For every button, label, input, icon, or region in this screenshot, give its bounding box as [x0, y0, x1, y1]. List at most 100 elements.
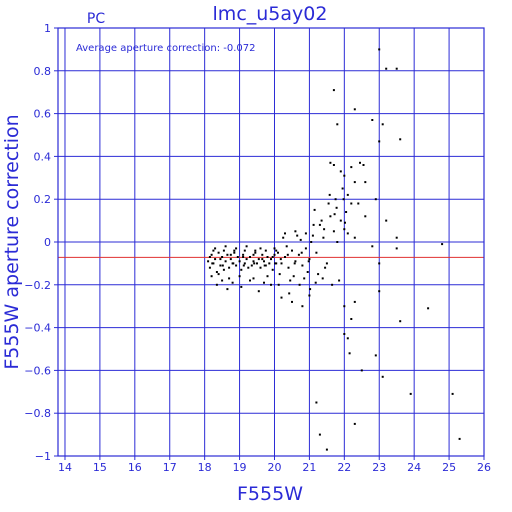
data-point: [217, 273, 220, 276]
data-point: [309, 288, 312, 291]
data-point: [322, 236, 325, 239]
data-point: [249, 256, 251, 258]
data-point: [374, 354, 377, 357]
data-point: [279, 258, 282, 261]
x-tick-label: 25: [442, 461, 456, 474]
x-tick-label: 15: [93, 461, 107, 474]
data-point: [280, 262, 283, 265]
data-point: [257, 258, 260, 261]
data-point: [252, 253, 255, 256]
data-point: [353, 422, 356, 425]
y-tick-label: 0.6: [34, 108, 52, 121]
data-point: [264, 264, 267, 267]
data-point: [245, 258, 248, 261]
grid-lines: [58, 27, 485, 457]
data-point: [385, 219, 388, 222]
data-point: [256, 262, 258, 265]
data-point: [221, 256, 224, 258]
data-point: [219, 258, 222, 261]
data-point: [253, 262, 256, 265]
data-point: [210, 275, 213, 278]
data-point: [336, 123, 339, 126]
data-point: [207, 260, 210, 263]
data-point: [236, 256, 239, 258]
data-point: [224, 245, 227, 248]
data-point: [261, 253, 264, 256]
data-point: [312, 223, 315, 226]
data-point: [221, 279, 224, 282]
data-point: [226, 253, 229, 256]
y-tick-label: 0.8: [34, 65, 52, 78]
data-point: [321, 277, 324, 280]
data-point: [270, 258, 272, 261]
data-point: [288, 292, 291, 295]
data-point: [343, 333, 346, 335]
data-point: [228, 277, 231, 280]
data-point: [221, 264, 224, 267]
data-point: [329, 215, 332, 218]
data-point: [304, 247, 307, 250]
data-point: [229, 258, 232, 261]
x-axis-ticks: 14 15 16 17 18 19 20 21 22 23 24 25 26: [58, 456, 491, 474]
data-point: [323, 228, 326, 231]
data-point: [307, 260, 310, 263]
y-axis-label: F555W aperture correction: [1, 114, 23, 369]
data-point: [310, 241, 313, 243]
data-point: [292, 275, 295, 278]
y-axis-ticks: −1 −0.8 −0.6 −0.4 −0.2 0 0.2 0.4 0.6 0.8 1: [24, 22, 58, 463]
data-point: [378, 290, 381, 293]
data-point: [208, 256, 211, 258]
data-point: [350, 202, 353, 205]
data-point: [263, 260, 265, 263]
data-point: [240, 285, 243, 288]
data-point: [303, 277, 306, 280]
data-point: [242, 256, 245, 258]
data-point: [346, 232, 349, 235]
data-point: [263, 281, 265, 284]
data-point: [378, 48, 381, 51]
data-point: [242, 253, 245, 256]
data-point: [294, 230, 297, 233]
data-point: [331, 283, 334, 286]
data-point: [240, 268, 243, 271]
data-point: [315, 401, 318, 404]
data-point: [284, 232, 286, 235]
data-point: [333, 213, 336, 216]
data-point: [274, 262, 277, 265]
data-point: [214, 258, 217, 261]
data-point: [353, 181, 356, 184]
data-point: [350, 166, 353, 169]
data-point: [385, 67, 388, 70]
data-point: [243, 249, 246, 252]
data-point: [226, 288, 229, 291]
data-point: [336, 241, 339, 243]
data-point: [217, 251, 220, 254]
y-tick-label: −0.4: [24, 322, 51, 335]
data-point: [338, 279, 341, 282]
y-tick-label: −0.6: [24, 364, 51, 377]
data-point: [320, 219, 323, 222]
data-point: [208, 266, 211, 269]
data-point: [353, 300, 356, 303]
data-point: [346, 337, 349, 340]
data-point: [311, 234, 314, 237]
data-point: [254, 251, 257, 254]
x-tick-label: 19: [233, 461, 247, 474]
data-point: [299, 238, 302, 241]
y-tick-label: −0.8: [24, 407, 51, 420]
data-point: [300, 251, 303, 254]
data-point: [346, 193, 349, 196]
x-tick-label: 21: [302, 461, 316, 474]
data-point: [325, 262, 328, 265]
data-point: [284, 256, 286, 258]
data-point: [399, 320, 402, 323]
data-point: [313, 208, 316, 211]
data-point: [254, 249, 257, 252]
data-point: [353, 108, 356, 111]
data-point: [222, 249, 225, 252]
data-point: [306, 271, 309, 273]
x-tick-label: 26: [477, 461, 491, 474]
data-point: [458, 437, 461, 440]
data-point: [317, 273, 320, 276]
x-tick-label: 24: [407, 461, 421, 474]
